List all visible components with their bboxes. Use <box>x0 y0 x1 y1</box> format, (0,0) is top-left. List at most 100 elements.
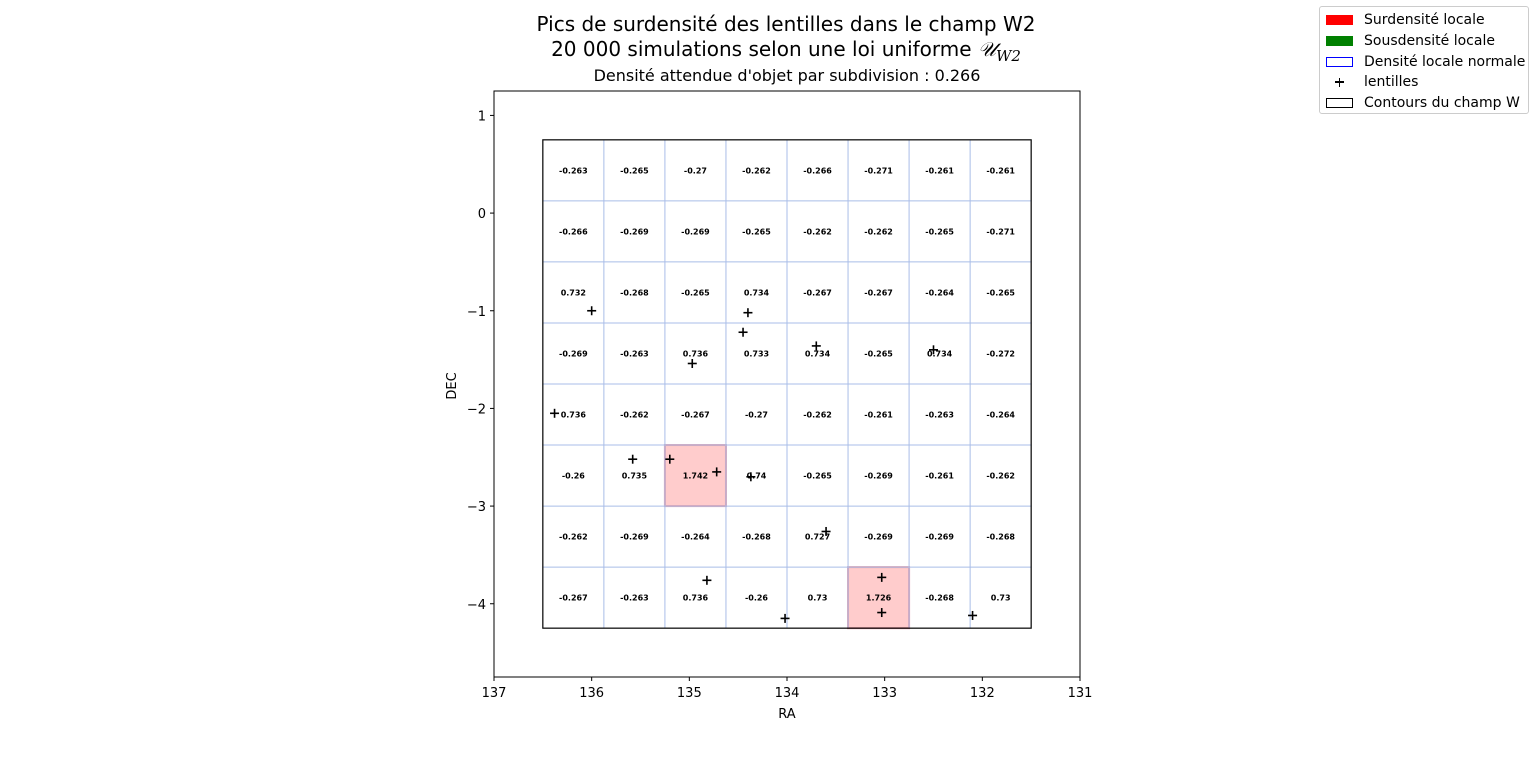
x-axis-label: RA <box>778 707 796 722</box>
plus-marker-icon <box>1326 76 1353 88</box>
cell-value-label: 0.73 <box>808 594 828 603</box>
lens-markers <box>550 306 978 623</box>
subdivision-grid <box>542 139 1032 629</box>
lens-marker <box>811 341 821 351</box>
chart-subtitle: Densité attendue d'objet par subdivision… <box>593 66 981 85</box>
legend-label: Sousdensité locale <box>1364 32 1495 49</box>
cell-value-label: 0.734 <box>805 349 831 358</box>
y-tick-label: −4 <box>467 598 486 613</box>
cell-value-label: 0.733 <box>744 349 769 358</box>
cell-value-label: -0.267 <box>803 288 832 297</box>
legend-label: lentilles <box>1364 74 1419 91</box>
x-axis-ticks: 137 136 135 134 133 132 131 <box>482 677 1093 701</box>
cell-value-label: -0.262 <box>559 533 588 542</box>
cell-value-label: -0.268 <box>986 533 1015 542</box>
x-tick-label: 131 <box>1068 686 1093 701</box>
cell-value-label: -0.263 <box>559 166 588 175</box>
chart-title-line2-text: 20 000 simulations selon une loi uniform… <box>551 37 978 61</box>
legend-swatch <box>1326 15 1353 25</box>
field-contour-rect <box>542 139 1032 629</box>
cell-value-label: 0.73 <box>991 594 1011 603</box>
cell-value-label: 1.726 <box>866 594 892 603</box>
cell-value-label: -0.264 <box>681 533 710 542</box>
cell-value-label: -0.262 <box>803 227 832 236</box>
cell-value-label: 0.736 <box>683 349 709 358</box>
cell-value-labels: -0.263 -0.265 -0.27 -0.262 -0.266 -0.271 -0.26… <box>559 166 1015 602</box>
cell-value-label: -0.263 <box>925 411 954 420</box>
lens-marker <box>877 572 887 582</box>
legend-label: Contours du champ W <box>1364 95 1520 112</box>
lens-marker <box>929 345 938 355</box>
cell-value-label: -0.272 <box>986 349 1015 358</box>
legend-item: Sousdensité locale <box>1326 31 1495 51</box>
cell-value-label: -0.27 <box>745 411 768 420</box>
legend: Surdensité locale Sousdensité locale Densi… <box>1319 6 1529 114</box>
cell-value-label: -0.265 <box>925 227 954 236</box>
cell-value-label: -0.262 <box>620 411 649 420</box>
cell-value-label: 0.734 <box>744 288 770 297</box>
cell-value-label: -0.263 <box>620 594 649 603</box>
x-tick-label: 134 <box>775 686 800 701</box>
legend-item: Contours du champ W <box>1326 93 1520 113</box>
cell-value-label: -0.263 <box>620 349 649 358</box>
lens-marker <box>712 467 722 477</box>
x-tick-label: 135 <box>677 686 702 701</box>
cell-value-label: -0.261 <box>986 166 1015 175</box>
y-tick-label: 0 <box>478 207 486 222</box>
cell-value-label: -0.265 <box>803 472 832 481</box>
legend-label: Densité locale normale <box>1364 53 1526 70</box>
legend-swatch <box>1326 56 1353 67</box>
cell-value-label: 0.727 <box>805 533 830 542</box>
cell-value-label: -0.266 <box>559 227 588 236</box>
lens-marker <box>665 454 675 464</box>
cell-value-label: -0.271 <box>864 166 893 175</box>
cell-value-label: -0.265 <box>864 349 893 358</box>
cell-value-label: -0.265 <box>986 288 1015 297</box>
cell-value-label: -0.269 <box>864 472 893 481</box>
cell-value-label: -0.269 <box>925 533 954 542</box>
x-tick-label: 136 <box>579 686 604 701</box>
cell-value-label: -0.268 <box>742 533 771 542</box>
y-axis-ticks: 1 0 −1 −2 −3 −4 <box>467 109 494 613</box>
cell-value-label: -0.265 <box>742 227 771 236</box>
cell-value-label: -0.271 <box>986 227 1015 236</box>
x-tick-label: 132 <box>970 686 995 701</box>
cell-value-label: 0.736 <box>561 411 587 420</box>
lens-marker <box>738 327 748 337</box>
cell-value-label: -0.268 <box>620 288 649 297</box>
y-tick-label: −1 <box>467 305 486 320</box>
cell-value-label: -0.262 <box>803 411 832 420</box>
cell-value-label: -0.267 <box>681 411 710 420</box>
cell-value-label: 1.742 <box>683 472 708 481</box>
y-axis-label: DEC <box>445 372 460 399</box>
cell-value-label: -0.26 <box>745 594 768 603</box>
cell-value-label: -0.261 <box>925 472 954 481</box>
legend-item: lentilles <box>1326 72 1418 92</box>
overdense-cell <box>663 444 727 508</box>
cell-value-label: -0.269 <box>864 533 893 542</box>
cell-value-label: -0.26 <box>562 472 585 481</box>
cell-value-label: -0.264 <box>986 411 1015 420</box>
lens-marker <box>968 610 978 620</box>
cell-value-label: -0.262 <box>864 227 893 236</box>
legend-item: Surdensité locale <box>1326 10 1485 30</box>
chart-title-line2: 20 000 simulations selon une loi uniform… <box>414 36 1158 69</box>
lens-marker <box>877 608 887 618</box>
cell-value-label: 0.74 <box>747 472 767 481</box>
cell-value-label: 0.736 <box>683 594 709 603</box>
chart-title-math-symbol: 𝒰 <box>977 37 996 61</box>
legend-swatch <box>1326 98 1353 109</box>
lens-marker <box>743 308 753 318</box>
y-tick-label: −3 <box>467 500 486 515</box>
lens-marker <box>628 454 638 464</box>
lens-marker <box>702 575 712 585</box>
cell-value-label: -0.266 <box>803 166 832 175</box>
x-tick-label: 133 <box>872 686 897 701</box>
cell-value-label: -0.267 <box>864 288 893 297</box>
cell-value-label: 0.734 <box>927 349 953 358</box>
cell-value-label: -0.265 <box>620 166 649 175</box>
cell-value-label: -0.261 <box>925 166 954 175</box>
cell-value-label: -0.269 <box>620 533 649 542</box>
lens-marker <box>687 358 697 368</box>
